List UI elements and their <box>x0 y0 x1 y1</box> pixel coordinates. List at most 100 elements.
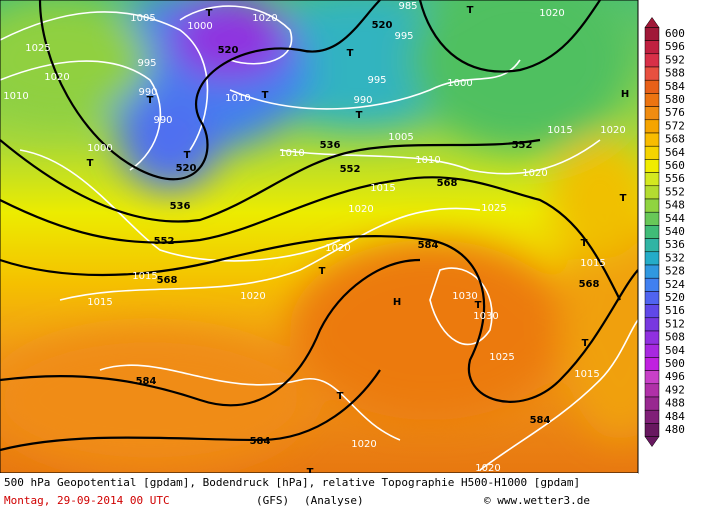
map-label: H <box>393 297 401 308</box>
colorbar-label: 584 <box>665 80 685 93</box>
footer-bg <box>0 473 638 513</box>
colorbar-swatch <box>644 238 660 253</box>
map-label: 1025 <box>489 352 514 363</box>
map-label: 1030 <box>473 311 498 322</box>
colorbar-label: 580 <box>665 93 685 106</box>
colorbar-swatch <box>644 198 660 213</box>
colorbar-swatch <box>644 343 660 358</box>
map-label: T <box>206 8 213 19</box>
map-label: 520 <box>176 163 197 174</box>
colorbar-swatch <box>644 66 660 81</box>
colorbar-swatch <box>644 27 660 41</box>
map-label: 1020 <box>600 125 625 136</box>
map-label: 1015 <box>547 125 572 136</box>
colorbar-label: 556 <box>665 172 685 185</box>
map-label: 1010 <box>3 91 28 102</box>
colorbar-swatch <box>644 132 660 147</box>
map-label: 1025 <box>25 43 50 54</box>
map-label: T <box>475 300 482 311</box>
colorbar-swatch <box>644 79 660 94</box>
map-label: 1010 <box>225 93 250 104</box>
map-label: T <box>87 158 94 169</box>
map-label: T <box>620 193 627 204</box>
map-label: 552 <box>512 140 533 151</box>
map-label: 1015 <box>132 271 157 282</box>
colorbar-label: 560 <box>665 159 685 172</box>
map-label: T <box>467 5 474 16</box>
colorbar-label: 576 <box>665 106 685 119</box>
map-label: 568 <box>437 178 458 189</box>
map-label: 1020 <box>348 204 373 215</box>
footer-model: (GFS) <box>256 494 289 507</box>
colorbar-swatch <box>644 119 660 134</box>
map-label: 1020 <box>351 439 376 450</box>
colorbar-swatch <box>644 370 660 385</box>
colorbar-label: 516 <box>665 304 685 317</box>
map-label: T <box>356 110 363 121</box>
colorbar-swatch <box>644 106 660 121</box>
map-label: 1015 <box>87 297 112 308</box>
colorbar-label: 496 <box>665 370 685 383</box>
colorbar-label: 532 <box>665 251 685 264</box>
map-label: T <box>337 391 344 402</box>
map-label: 995 <box>137 58 156 69</box>
map-label: T <box>582 338 589 349</box>
footer-description: 500 hPa Geopotential [gpdam], Bodendruck… <box>4 476 580 489</box>
colorbar-swatch <box>644 225 660 239</box>
colorbar-swatch <box>644 357 660 371</box>
colorbar-swatch <box>644 291 660 305</box>
footer-credit: © www.wetter3.de <box>484 494 590 507</box>
colorbar-label: 600 <box>665 27 685 40</box>
isobars <box>0 5 638 471</box>
map-label: 1005 <box>388 132 413 143</box>
map-label: 1010 <box>279 148 304 159</box>
colorbar-swatch <box>644 53 660 68</box>
map-label: 1000 <box>87 143 112 154</box>
colorbar-swatch <box>644 264 660 279</box>
map-label: H <box>621 89 629 100</box>
colorbar-top-arrow <box>644 16 660 28</box>
map-label: 1015 <box>370 183 395 194</box>
colorbar-label: 508 <box>665 331 685 344</box>
colorbar-label: 588 <box>665 67 685 80</box>
colorbar-swatch <box>644 330 660 345</box>
colorbar-label: 484 <box>665 410 685 423</box>
footer-run: (Analyse) <box>304 494 364 507</box>
colorbar-swatch <box>644 317 660 332</box>
colorbar-label: 536 <box>665 238 685 251</box>
colorbar-label: 548 <box>665 199 685 212</box>
map-label: 568 <box>579 279 600 290</box>
map-label: 1020 <box>240 291 265 302</box>
colorbar-swatch <box>644 251 660 266</box>
colorbar-label: 524 <box>665 278 685 291</box>
colorbar-label: 512 <box>665 317 685 330</box>
colorbar-swatch <box>644 172 660 187</box>
colorbar-label: 564 <box>665 146 685 159</box>
map-label: 1030 <box>452 291 477 302</box>
colorbar-label: 520 <box>665 291 685 304</box>
map-label: 990 <box>138 87 157 98</box>
colorbar-label: 540 <box>665 225 685 238</box>
map-label: 552 <box>340 164 361 175</box>
colorbar-label: 500 <box>665 357 685 370</box>
colorbar-swatch <box>644 145 660 160</box>
map: 1005100010205205209959851020102510209959… <box>0 0 638 474</box>
map-label: 520 <box>372 20 393 31</box>
colorbar-label: 480 <box>665 423 685 436</box>
map-label: 1020 <box>475 463 500 474</box>
map-label: 995 <box>367 75 386 86</box>
map-label: 995 <box>394 31 413 42</box>
colorbar-swatch <box>644 383 660 398</box>
colorbar-label: 596 <box>665 40 685 53</box>
map-label: 1020 <box>44 72 69 83</box>
map-labels: 1005100010205205209959851020102510209959… <box>3 1 629 474</box>
map-label: 1010 <box>415 155 440 166</box>
map-label: T <box>319 266 326 277</box>
colorbar-swatch <box>644 159 660 173</box>
map-label: 584 <box>530 415 551 426</box>
colorbar-label: 488 <box>665 397 685 410</box>
map-label: 1020 <box>325 243 350 254</box>
map-label: 1015 <box>574 369 599 380</box>
colorbar-swatch <box>644 93 660 107</box>
map-label: 1020 <box>539 8 564 19</box>
